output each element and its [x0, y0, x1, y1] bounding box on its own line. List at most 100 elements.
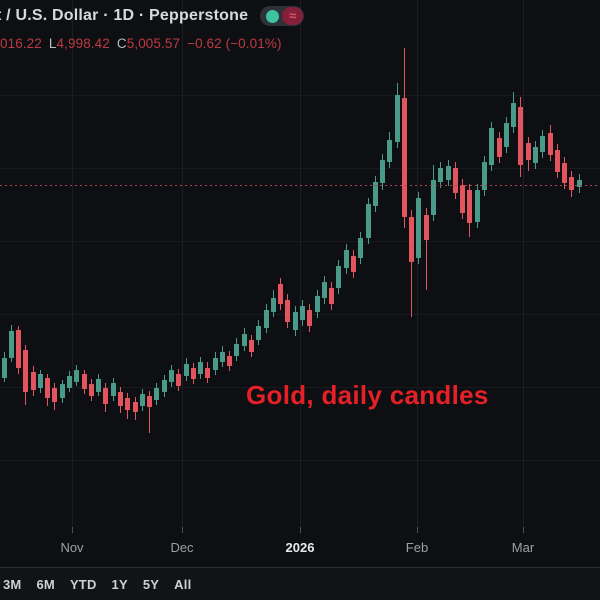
candle-body	[445, 165, 451, 180]
range-button-3m[interactable]: 3M	[3, 576, 22, 592]
candle-body	[474, 189, 480, 222]
wave-badge-icon: ≈	[282, 7, 304, 25]
range-toolbar: 3M 6M YTD 1Y 5Y All	[0, 567, 600, 600]
candle-body	[52, 387, 58, 402]
candle-body	[452, 167, 458, 193]
candle-body	[67, 375, 73, 388]
candle-body	[30, 371, 36, 390]
candle-wick	[149, 390, 151, 433]
candle-body	[74, 369, 80, 382]
candle-body	[1, 357, 7, 378]
candle-body	[365, 203, 371, 238]
candle-body	[554, 149, 560, 172]
axis-tick	[300, 527, 301, 533]
low-value: 4,998.42	[56, 36, 110, 51]
candle-body	[431, 179, 437, 215]
axis-tick	[72, 527, 73, 533]
range-button-6m[interactable]: 6M	[36, 576, 55, 592]
candle-body	[256, 325, 262, 340]
candle-body	[205, 367, 211, 378]
chart-text-annotation[interactable]: Gold, daily candles	[246, 380, 489, 410]
candle-body	[540, 135, 546, 152]
candle-body	[219, 351, 225, 362]
candle-body	[460, 184, 466, 213]
candle-body	[489, 127, 495, 165]
candle-body	[88, 383, 94, 396]
time-axis-label: Mar	[511, 540, 535, 555]
candle-body	[227, 355, 233, 366]
v-gridline	[523, 0, 524, 532]
candle-wick	[425, 207, 427, 290]
range-button-ytd[interactable]: YTD	[69, 576, 97, 592]
candle-body	[117, 391, 123, 406]
candle-body	[8, 330, 14, 358]
candle-body	[343, 249, 349, 268]
ohlc-readout: 016.22 L4,998.42 C5,005.57 −0.62 (−0.01%)	[0, 36, 282, 51]
range-button-1y[interactable]: 1Y	[111, 576, 128, 592]
candle-body	[321, 281, 327, 298]
candle-body	[503, 122, 509, 147]
low-label: L	[48, 36, 57, 51]
close-value: 5,005.57	[126, 36, 181, 51]
candle-body	[125, 397, 131, 410]
candle-body	[241, 333, 247, 346]
candle-body	[576, 179, 582, 187]
candle-body	[350, 255, 356, 272]
time-axis[interactable]: Nov Dec 2026 Feb Mar	[0, 532, 600, 566]
candle-body	[263, 309, 269, 328]
candle-body	[249, 339, 255, 352]
range-button-5y[interactable]: 5Y	[142, 576, 160, 592]
candle-body	[299, 305, 305, 320]
close-label: C	[116, 36, 127, 51]
candle-body	[198, 361, 204, 374]
candle-body	[525, 142, 531, 160]
candle-body	[496, 137, 502, 157]
candle-body	[285, 299, 291, 322]
candle-body	[387, 139, 393, 162]
candle-body	[518, 106, 524, 165]
candle-body	[438, 167, 444, 182]
change-value: −0.62 (−0.01%)	[187, 36, 282, 51]
candle-body	[292, 311, 298, 330]
candle-body	[45, 377, 51, 398]
last-price-line	[0, 185, 600, 186]
candle-wick	[411, 209, 413, 317]
time-axis-label: Dec	[170, 540, 194, 555]
candle-body	[307, 309, 313, 326]
range-buttons: 3M 6M YTD 1Y 5Y All	[0, 577, 191, 592]
v-gridline	[182, 0, 183, 532]
candle-body	[132, 401, 138, 412]
candle-body	[147, 395, 153, 407]
candle-body	[190, 367, 196, 379]
candle-body	[416, 197, 422, 258]
candle-body	[234, 343, 240, 356]
candle-body	[176, 373, 182, 386]
candle-body	[81, 373, 87, 389]
candle-body	[467, 189, 473, 223]
candle-body	[168, 369, 174, 382]
candle-body	[23, 349, 29, 392]
candle-body	[511, 102, 517, 127]
v-gridline	[417, 0, 418, 532]
candle-body	[278, 283, 284, 304]
candle-body	[154, 387, 160, 400]
open-value: 016.22	[0, 36, 42, 51]
axis-tick	[417, 527, 418, 533]
symbol-title[interactable]: t / U.S. Dollar · 1D · Pepperstone	[0, 7, 249, 24]
candle-body	[569, 176, 575, 190]
candle-body	[394, 94, 400, 142]
candle-body	[562, 162, 568, 183]
candle-body	[532, 146, 538, 163]
candle-body	[212, 357, 218, 370]
drawings-visibility-toggle[interactable]: ≈	[260, 6, 305, 26]
candle-body	[336, 265, 342, 288]
range-button-all[interactable]: All	[174, 576, 192, 592]
chart-canvas[interactable]	[0, 0, 600, 566]
title-row: t / U.S. Dollar · 1D · Pepperstone ≈	[0, 6, 305, 26]
candle-body	[547, 132, 553, 155]
candle-body	[314, 295, 320, 312]
candle-body	[183, 363, 189, 376]
candle-body	[423, 214, 429, 240]
candle-body	[96, 378, 102, 392]
